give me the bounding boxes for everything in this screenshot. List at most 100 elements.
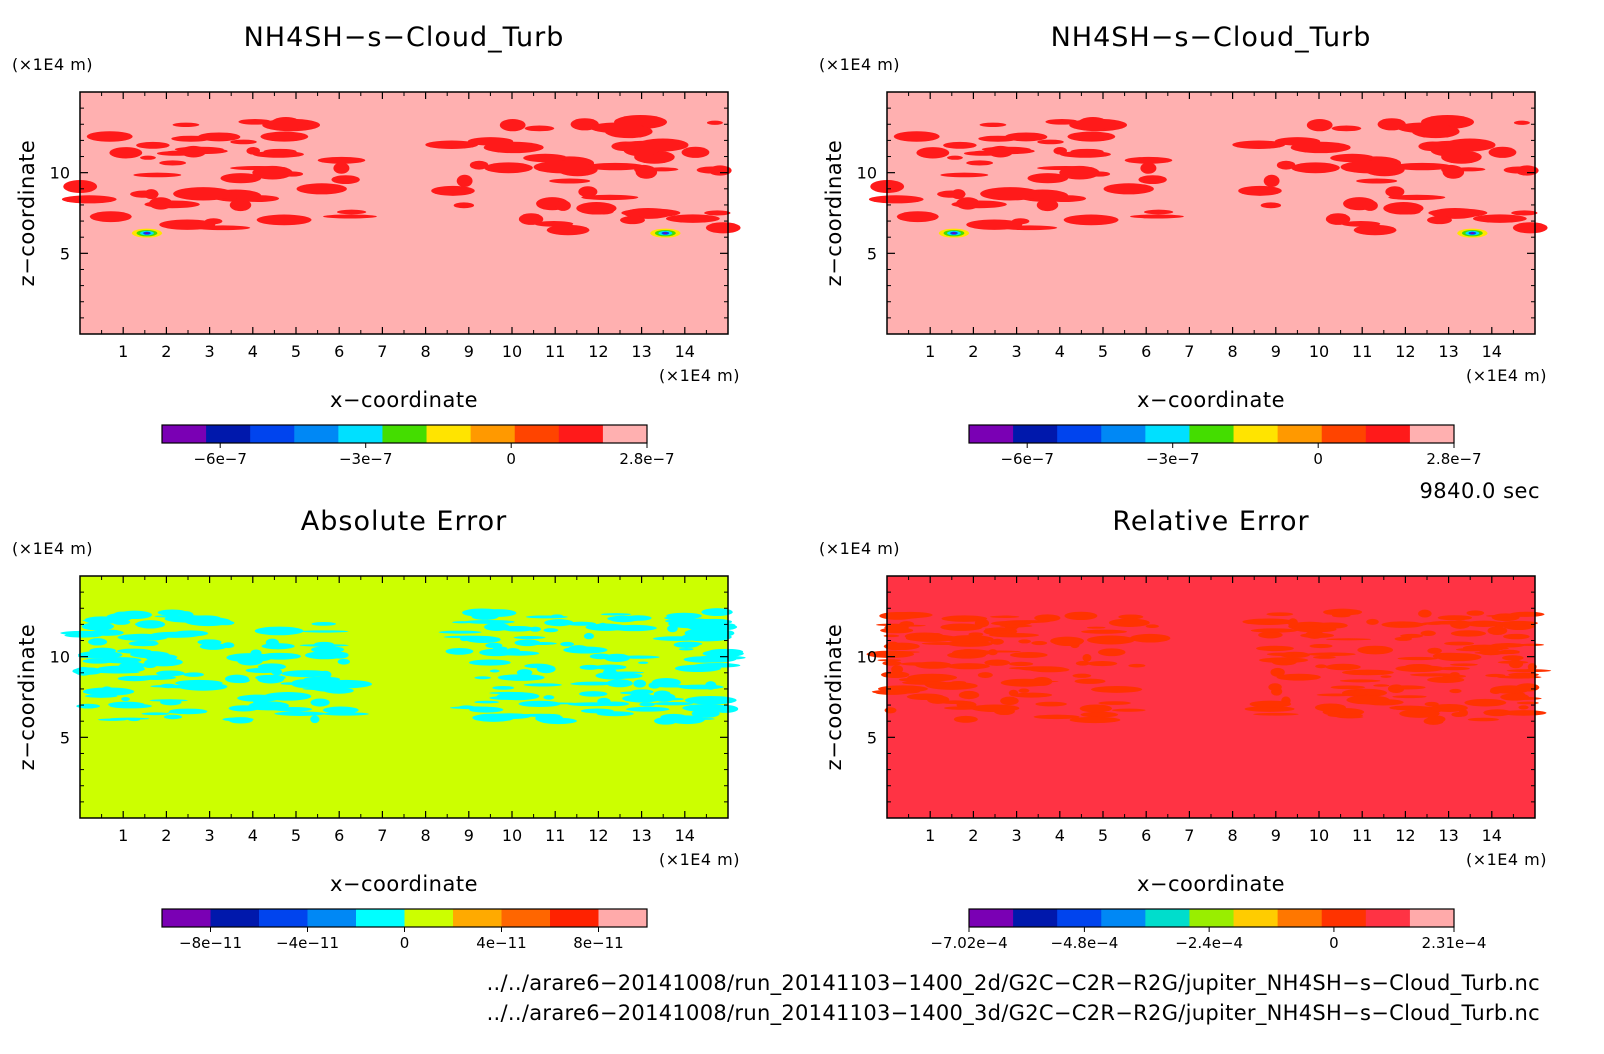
colorbar-tick-label: 0 — [400, 934, 410, 952]
cloud-patch — [133, 172, 182, 178]
x-tick-label: 1 — [925, 342, 935, 361]
z-unit-label: (×1E4 m) — [12, 539, 93, 558]
x-tick-label: 4 — [248, 826, 258, 845]
error-patch — [1287, 618, 1298, 628]
error-patch — [607, 671, 645, 674]
colorbar-swatch — [294, 425, 339, 443]
colorbar-swatch — [426, 425, 472, 443]
cloud-patch — [499, 118, 526, 132]
error-patch — [1305, 630, 1324, 639]
error-patch — [157, 609, 187, 616]
colorbar-tick-label: −4e−11 — [276, 934, 339, 952]
error-patch — [600, 613, 632, 616]
error-patch — [673, 641, 700, 648]
error-patch — [560, 641, 574, 647]
error-patch — [880, 671, 910, 679]
error-patch — [485, 642, 503, 649]
error-patch — [101, 686, 113, 693]
error-patch — [1309, 644, 1333, 649]
error-patch — [609, 615, 638, 623]
error-patch — [1518, 705, 1529, 710]
cloud-patch — [173, 187, 234, 201]
error-patch — [314, 641, 334, 647]
error-patch — [1465, 620, 1502, 627]
error-patch — [330, 651, 349, 659]
cloud-patch — [1037, 166, 1094, 171]
cloud-patch — [89, 211, 132, 223]
error-patch — [147, 640, 158, 646]
error-patch — [1249, 700, 1292, 708]
error-patch — [489, 669, 500, 673]
error-patch — [318, 670, 332, 679]
cloud-patch — [1397, 122, 1451, 134]
cloud-patch — [1077, 117, 1109, 131]
error-patch — [1018, 639, 1031, 644]
error-patch — [1250, 628, 1298, 633]
colorbar-swatch — [501, 909, 551, 927]
colorbar-frame — [968, 424, 1455, 444]
cloud-patch — [1037, 139, 1064, 145]
error-patch — [492, 685, 515, 690]
error-patch — [281, 670, 331, 678]
x-tick-label: 11 — [1352, 342, 1372, 361]
cloud-patch — [1503, 166, 1533, 174]
cloud-patch — [704, 210, 731, 216]
colorbar-swatch — [969, 909, 1014, 927]
colorbar-swatch — [1277, 425, 1323, 443]
colorbar-tick-label: 8e−11 — [573, 934, 623, 952]
error-patch — [1346, 695, 1390, 705]
x-axis-label: x−coordinate — [1137, 388, 1285, 412]
cloud-patch — [947, 155, 963, 160]
colorbar-swatch — [338, 425, 383, 443]
error-patch — [257, 675, 285, 684]
cloud-patch — [109, 147, 143, 159]
error-patch — [946, 616, 964, 621]
error-patch — [999, 624, 1033, 628]
cloud-patch — [524, 125, 555, 132]
error-patch — [1392, 695, 1427, 699]
cloud-patch — [1036, 199, 1059, 212]
error-patch — [631, 689, 654, 695]
error-patch — [866, 650, 915, 658]
colorbar-swatch — [1233, 909, 1279, 927]
x-tick-label: 5 — [291, 826, 301, 845]
error-patch — [666, 612, 702, 620]
error-patch — [639, 702, 656, 707]
cloud-patch — [144, 189, 159, 200]
x-tick-label: 6 — [1141, 342, 1151, 361]
error-patch — [669, 715, 705, 725]
x-tick-label: 6 — [334, 342, 344, 361]
error-patch — [610, 624, 657, 632]
error-patch — [460, 637, 470, 642]
colorbar-swatch — [259, 909, 308, 927]
x-tick-label: 9 — [1271, 342, 1281, 361]
error-patch — [1395, 665, 1445, 673]
error-patch — [1373, 684, 1390, 687]
error-patch — [1325, 663, 1361, 671]
error-patch — [1438, 666, 1470, 671]
x-tick-label: 11 — [545, 826, 565, 845]
cloud-patch — [1103, 183, 1154, 195]
error-patch — [570, 682, 613, 686]
error-patch — [1427, 715, 1446, 723]
colorbar-swatch — [1277, 909, 1323, 927]
x-tick-label: 2 — [161, 342, 171, 361]
error-patch — [1489, 688, 1502, 694]
error-patch — [1444, 641, 1475, 646]
error-patch — [1276, 673, 1321, 681]
colorbar: −7.02e−4 −4.8e−4 −2.4e−4 0 2.31e−4 — [930, 908, 1486, 952]
error-patch — [1316, 693, 1355, 697]
colorbar-swatch — [404, 909, 454, 927]
error-patch — [1490, 643, 1525, 648]
error-patch — [1323, 608, 1363, 616]
cloud-patch — [1356, 178, 1398, 184]
x-tick-label: 12 — [588, 342, 608, 361]
colorbar: −6e−7 −3e−7 0 2.8e−7 — [968, 424, 1482, 468]
error-patch — [1082, 653, 1092, 662]
error-patch — [682, 704, 732, 712]
cloud-patch — [705, 222, 741, 234]
cloud-patch — [236, 195, 280, 202]
cloud-patch — [1441, 164, 1461, 174]
error-patch — [535, 713, 564, 723]
x-tick-label: 1 — [118, 826, 128, 845]
